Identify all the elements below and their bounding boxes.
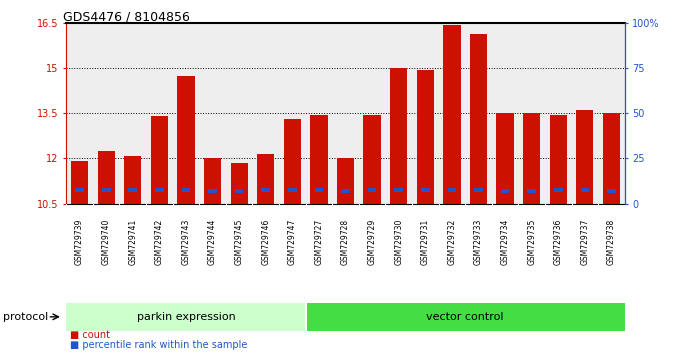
Bar xyxy=(151,116,168,204)
Text: GSM729728: GSM729728 xyxy=(341,218,350,264)
Bar xyxy=(230,163,248,204)
Text: ■ count: ■ count xyxy=(70,330,110,339)
Text: GSM729742: GSM729742 xyxy=(155,218,164,265)
Bar xyxy=(607,189,616,193)
Bar xyxy=(288,188,297,193)
Bar xyxy=(549,115,567,204)
Bar xyxy=(500,189,510,193)
Text: ■ percentile rank within the sample: ■ percentile rank within the sample xyxy=(70,340,247,350)
Text: GSM729735: GSM729735 xyxy=(527,218,536,265)
Text: GSM729743: GSM729743 xyxy=(181,218,191,265)
Bar xyxy=(177,76,195,204)
Text: GSM729741: GSM729741 xyxy=(128,218,138,265)
Bar xyxy=(128,188,137,193)
Bar xyxy=(98,151,115,204)
Bar xyxy=(417,70,434,204)
Bar xyxy=(394,188,403,193)
Bar xyxy=(75,188,84,192)
Bar xyxy=(474,188,483,193)
Bar xyxy=(235,189,244,193)
Text: GDS4476 / 8104856: GDS4476 / 8104856 xyxy=(63,11,190,24)
Bar xyxy=(443,24,461,204)
Text: GSM729740: GSM729740 xyxy=(102,218,111,265)
Bar xyxy=(421,188,429,193)
Bar xyxy=(257,154,274,204)
Bar xyxy=(71,160,88,204)
Bar xyxy=(576,110,593,204)
Text: GSM729730: GSM729730 xyxy=(394,218,403,265)
Bar xyxy=(337,159,354,204)
Text: vector control: vector control xyxy=(426,312,504,322)
Text: GSM729744: GSM729744 xyxy=(208,218,217,265)
Bar xyxy=(155,188,164,193)
Bar xyxy=(311,115,327,204)
Text: GSM729736: GSM729736 xyxy=(554,218,563,265)
Text: GSM729747: GSM729747 xyxy=(288,218,297,265)
Text: GSM729737: GSM729737 xyxy=(580,218,589,265)
Bar xyxy=(527,189,536,193)
Bar xyxy=(124,156,142,204)
Bar xyxy=(523,113,540,204)
Text: GSM729731: GSM729731 xyxy=(421,218,430,265)
Bar xyxy=(496,113,514,204)
Text: GSM729746: GSM729746 xyxy=(261,218,270,265)
Text: parkin expression: parkin expression xyxy=(137,312,235,322)
Text: GSM729739: GSM729739 xyxy=(75,218,84,265)
Text: GSM729727: GSM729727 xyxy=(314,218,323,265)
Bar xyxy=(315,188,323,193)
Bar xyxy=(102,188,110,193)
Bar xyxy=(204,159,221,204)
Text: GSM729738: GSM729738 xyxy=(607,218,616,265)
Bar xyxy=(364,115,380,204)
Bar xyxy=(470,34,487,204)
Bar xyxy=(554,188,563,193)
Text: GSM729729: GSM729729 xyxy=(368,218,377,265)
Text: GSM729732: GSM729732 xyxy=(447,218,456,265)
Bar xyxy=(603,113,620,204)
Bar xyxy=(341,189,350,193)
Bar xyxy=(208,189,217,193)
Bar xyxy=(283,119,301,204)
Bar xyxy=(262,188,270,193)
Bar xyxy=(447,188,456,192)
Bar xyxy=(306,303,625,331)
Text: GSM729734: GSM729734 xyxy=(500,218,510,265)
Text: GSM729733: GSM729733 xyxy=(474,218,483,265)
Bar xyxy=(181,188,191,193)
Text: protocol: protocol xyxy=(3,312,49,322)
Bar xyxy=(390,68,408,204)
Text: GSM729745: GSM729745 xyxy=(235,218,244,265)
Bar xyxy=(66,303,306,331)
Bar xyxy=(368,188,376,193)
Bar xyxy=(581,188,589,193)
